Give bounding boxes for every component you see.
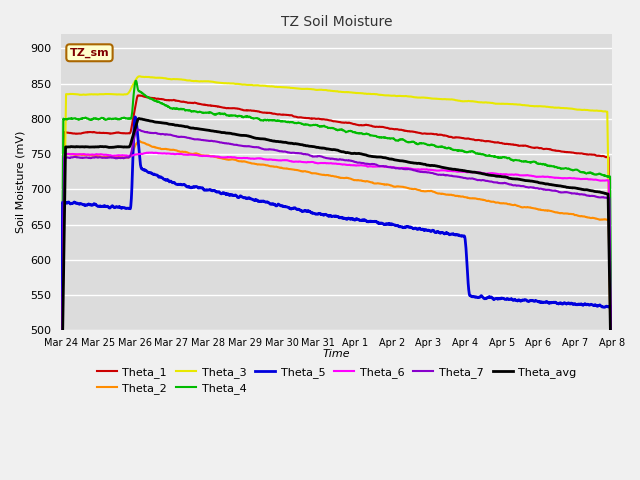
Line: Theta_7: Theta_7 — [61, 130, 612, 420]
Theta_6 — [326, 160, 333, 166]
Theta_4 — [86, 117, 93, 122]
Theta_4 — [608, 409, 616, 415]
Theta_3 — [311, 87, 319, 93]
Theta_2 — [311, 170, 319, 176]
Line: Theta_1: Theta_1 — [61, 96, 612, 409]
Theta_2 — [136, 138, 143, 144]
Theta_7 — [608, 413, 616, 419]
Theta_5 — [593, 302, 600, 308]
Theta_3 — [86, 91, 93, 97]
Theta_4 — [326, 125, 333, 131]
Theta_6 — [592, 177, 600, 183]
Theta_6 — [593, 177, 600, 183]
Theta_7 — [134, 127, 141, 132]
X-axis label: Time: Time — [323, 349, 351, 359]
Text: TZ_sm: TZ_sm — [70, 48, 109, 58]
Theta_5 — [131, 114, 139, 120]
Line: Theta_5: Theta_5 — [61, 117, 612, 448]
Theta_4 — [311, 122, 319, 128]
Theta_1 — [311, 116, 319, 121]
Theta_6 — [311, 160, 319, 166]
Theta_1 — [608, 407, 616, 412]
Theta_6 — [608, 419, 616, 424]
Theta_1 — [58, 393, 65, 399]
Theta_2 — [326, 173, 333, 179]
Theta_3 — [608, 386, 616, 392]
Theta_2 — [592, 216, 600, 221]
Legend: Theta_1, Theta_2, Theta_3, Theta_4, Theta_5, Theta_6, Theta_7, Theta_avg: Theta_1, Theta_2, Theta_3, Theta_4, Thet… — [92, 362, 581, 398]
Theta_5 — [58, 439, 65, 444]
Line: Theta_2: Theta_2 — [61, 141, 612, 443]
Theta_5 — [592, 302, 600, 308]
Theta_7 — [311, 154, 319, 159]
Theta_4 — [593, 172, 600, 178]
Theta_7 — [492, 180, 499, 185]
Theta_5 — [608, 445, 616, 451]
Line: Theta_avg: Theta_avg — [61, 119, 612, 422]
Theta_3 — [58, 377, 65, 383]
Theta_avg — [593, 189, 600, 194]
Theta_2 — [608, 440, 616, 445]
Theta_4 — [132, 78, 140, 84]
Theta_6 — [492, 170, 499, 176]
Theta_avg — [608, 419, 616, 425]
Theta_1 — [326, 118, 333, 123]
Theta_avg — [592, 189, 600, 194]
Theta_4 — [58, 379, 65, 385]
Theta_7 — [58, 417, 65, 423]
Theta_avg — [326, 146, 333, 152]
Theta_3 — [136, 73, 143, 79]
Theta_6 — [148, 150, 156, 156]
Theta_5 — [326, 213, 333, 219]
Theta_3 — [593, 108, 600, 113]
Line: Theta_4: Theta_4 — [61, 81, 612, 412]
Theta_7 — [326, 156, 333, 161]
Theta_1 — [593, 153, 600, 158]
Theta_avg — [492, 173, 499, 179]
Theta_avg — [86, 144, 93, 150]
Theta_7 — [86, 155, 93, 160]
Theta_5 — [86, 202, 93, 208]
Theta_avg — [311, 144, 319, 150]
Theta_5 — [492, 296, 499, 301]
Theta_2 — [492, 200, 499, 205]
Theta_7 — [593, 194, 600, 200]
Theta_4 — [592, 171, 600, 177]
Theta_3 — [326, 88, 333, 94]
Line: Theta_3: Theta_3 — [61, 76, 612, 389]
Theta_5 — [311, 211, 319, 216]
Theta_6 — [86, 152, 93, 157]
Theta_1 — [134, 93, 142, 98]
Y-axis label: Soil Moisture (mV): Soil Moisture (mV) — [15, 131, 25, 233]
Theta_3 — [492, 101, 499, 107]
Theta_1 — [592, 153, 600, 158]
Theta_6 — [58, 405, 65, 410]
Theta_avg — [58, 412, 65, 418]
Title: TZ Soil Moisture: TZ Soil Moisture — [281, 15, 392, 29]
Theta_1 — [492, 139, 499, 145]
Theta_2 — [593, 216, 600, 222]
Theta_3 — [592, 108, 600, 114]
Theta_7 — [592, 194, 600, 200]
Theta_2 — [58, 405, 65, 411]
Theta_4 — [492, 154, 499, 159]
Theta_avg — [135, 116, 143, 121]
Line: Theta_6: Theta_6 — [61, 153, 612, 421]
Theta_1 — [86, 129, 93, 135]
Theta_2 — [86, 152, 93, 158]
